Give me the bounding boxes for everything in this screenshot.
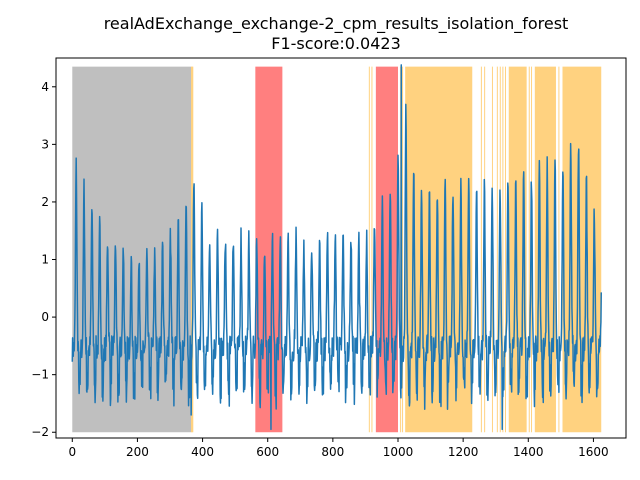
chart-title: realAdExchange_exchange-2_cpm_results_is… [104,14,569,34]
y-axis: −2 −1 0 1 2 3 4 [31,80,56,439]
series-group [71,64,602,431]
x-tick-label: 400 [191,445,214,459]
y-tick-label: −1 [31,368,49,382]
y-tick-label: 3 [41,137,49,151]
y-tick-label: 2 [41,195,49,209]
chart-subtitle: F1-score:0.0423 [271,34,401,53]
plot-frame [55,57,627,439]
x-tick-label: 0 [68,445,76,459]
x-tick-label: 1000 [383,445,414,459]
x-tick-label: 600 [256,445,279,459]
y-tick-label: 1 [41,253,49,267]
series-line [71,64,602,431]
y-tick-label: 4 [41,80,49,94]
y-tick-label: −2 [31,425,49,439]
x-tick-label: 1600 [578,445,609,459]
x-tick-label: 1200 [448,445,479,459]
y-tick-label: 0 [41,310,49,324]
x-tick-label: 1400 [513,445,544,459]
detected-anomaly-region [534,66,556,433]
x-axis: 0 200 400 600 800 1000 1200 1400 1600 [68,438,609,459]
x-tick-label: 800 [321,445,344,459]
x-tick-label: 200 [126,445,149,459]
